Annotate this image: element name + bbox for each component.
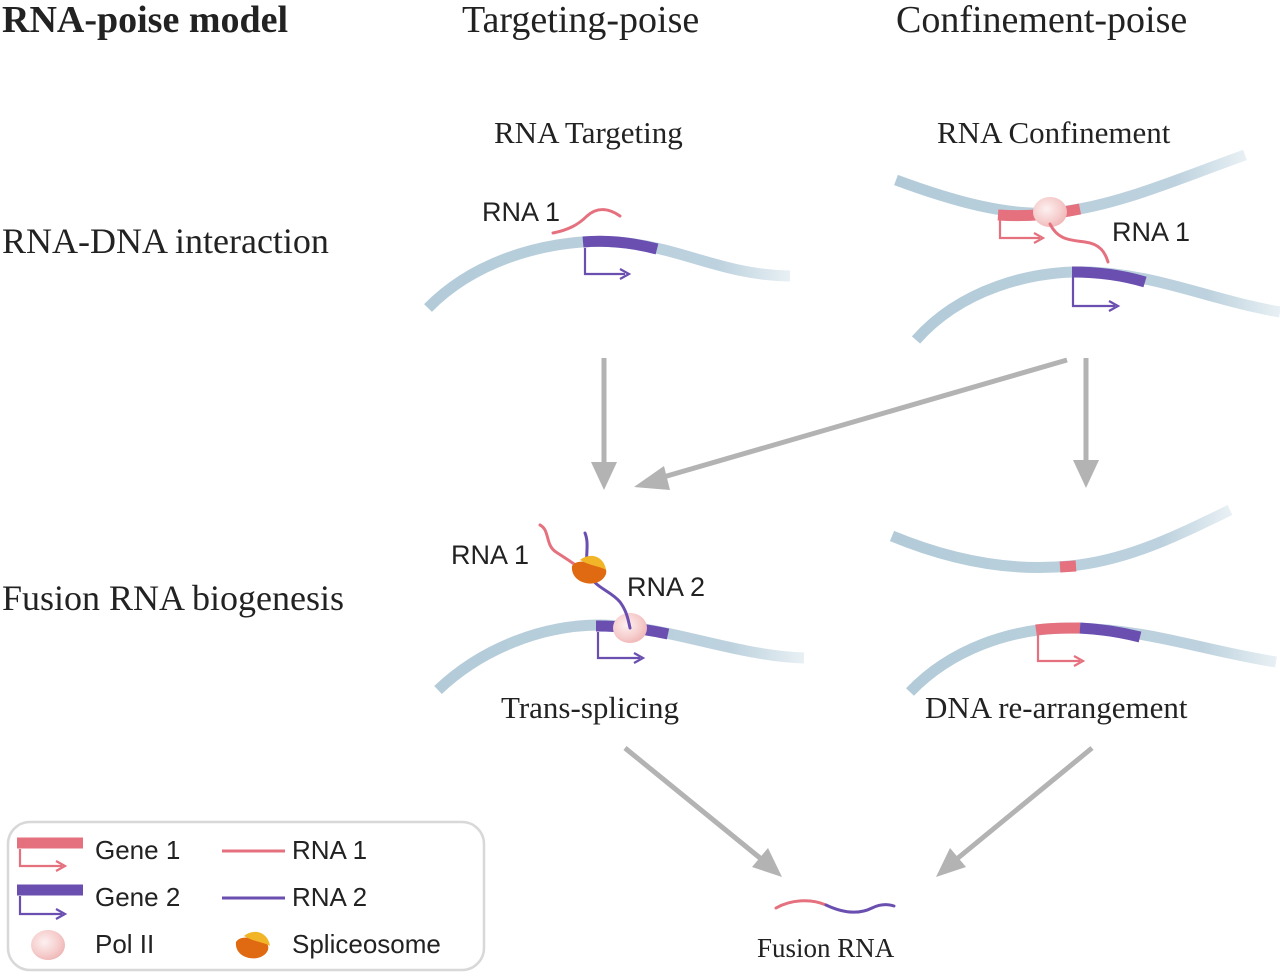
legend-rna-2-label: RNA 2: [292, 882, 367, 912]
dna-strand-lower: [906, 622, 1277, 696]
promoter-arrow-icon: [998, 220, 1040, 240]
rna-2-label: RNA 2: [627, 572, 705, 602]
flow-arrow-splicing-to-fusion: [623, 746, 762, 860]
legend: Gene 1 Gene 2 Pol II RNA 1 RNA 2 Spliceo…: [6, 820, 486, 972]
rna-1-label: RNA 1: [1112, 217, 1190, 247]
panel-dna-rearrangement: DNA re-arrangement: [889, 505, 1277, 725]
promoter-arrow-icon: [1071, 277, 1115, 308]
fusion-rna: Fusion RNA: [757, 899, 896, 963]
spliceosome-icon: [235, 931, 270, 959]
main-title: RNA-poise model: [2, 0, 288, 41]
gene-1-segment: [1035, 622, 1081, 636]
flow-arrow-confinement-diagonal: [659, 357, 1068, 481]
pol-ii-icon: [1033, 197, 1067, 227]
panel-rna-targeting: RNA 1: [424, 197, 791, 312]
flow-arrow-head: [1073, 460, 1099, 488]
flow-arrow-head: [936, 848, 966, 877]
rna-1-strand: [1048, 222, 1110, 264]
flow-arrow-rearrangement-to-fusion: [956, 746, 1094, 860]
promoter-arrow-icon: [596, 632, 640, 660]
legend-item-pol-ii: Pol II: [31, 929, 154, 960]
row-heading-interaction: RNA-DNA interaction: [2, 221, 329, 261]
rna-1-strand: [551, 208, 622, 235]
legend-pol-ii-label: Pol II: [95, 929, 154, 959]
spliceosome-icon: [571, 555, 607, 584]
legend-gene-1-label: Gene 1: [95, 835, 180, 865]
legend-item-spliceosome: Spliceosome: [235, 929, 441, 959]
dna-strand-upper: [889, 505, 1233, 573]
promoter-arrow-head: [1073, 655, 1086, 667]
dna-rearrangement-label: DNA re-arrangement: [925, 690, 1188, 725]
promoter-arrow-head: [633, 652, 646, 664]
promoter-arrow-head: [55, 908, 68, 920]
promoter-arrow-icon: [1036, 634, 1080, 663]
subheading-rna-confinement: RNA Confinement: [937, 115, 1171, 150]
promoter-arrow-icon: [18, 896, 62, 916]
legend-item-gene-2: Gene 2: [17, 882, 180, 920]
fusion-rna-label: Fusion RNA: [757, 933, 895, 963]
legend-item-gene-1: Gene 1: [17, 835, 180, 872]
trans-splicing-label: Trans-splicing: [501, 690, 679, 725]
rna-1-label: RNA 1: [451, 540, 529, 570]
promoter-arrow-head: [55, 860, 68, 872]
legend-gene-2-label: Gene 2: [95, 882, 180, 912]
column-heading-confinement: Confinement-poise: [896, 0, 1187, 41]
gene-1-remnant: [1059, 560, 1077, 573]
row-heading-biogenesis: Fusion RNA biogenesis: [2, 578, 344, 618]
column-heading-targeting: Targeting-poise: [462, 0, 699, 41]
legend-spliceosome-label: Spliceosome: [292, 929, 441, 959]
legend-rna-1-label: RNA 1: [292, 835, 367, 865]
promoter-arrow-icon: [18, 849, 62, 868]
promoter-arrow-head: [619, 268, 632, 280]
legend-item-rna-1: RNA 1: [222, 835, 367, 865]
fusion-rna-part-1: [774, 899, 828, 910]
fusion-rna-part-2: [824, 903, 896, 914]
promoter-arrow-icon: [583, 248, 625, 276]
promoter-arrow-head: [1033, 232, 1046, 244]
gene-2-segment: [582, 235, 659, 255]
pol-ii-icon: [31, 930, 65, 960]
flow-arrow-head: [591, 462, 617, 490]
dna-strand-upper: [894, 149, 1247, 219]
promoter-arrow-head: [1108, 300, 1121, 312]
legend-item-rna-2: RNA 2: [222, 882, 367, 912]
rna-2-strand: [583, 531, 632, 630]
rna-1-label: RNA 1: [482, 197, 560, 227]
flow-arrow-head: [634, 466, 670, 490]
subheading-rna-targeting: RNA Targeting: [494, 115, 683, 150]
legend-box: [6, 820, 486, 972]
panel-rna-confinement: RNA 1: [894, 149, 1280, 344]
flow-arrow-head: [752, 848, 782, 877]
panel-trans-splicing: RNA 1 RNA 2 Trans-splicing: [434, 523, 805, 725]
gene-2-segment: [1071, 266, 1147, 288]
gene-2-segment: [1079, 622, 1142, 643]
